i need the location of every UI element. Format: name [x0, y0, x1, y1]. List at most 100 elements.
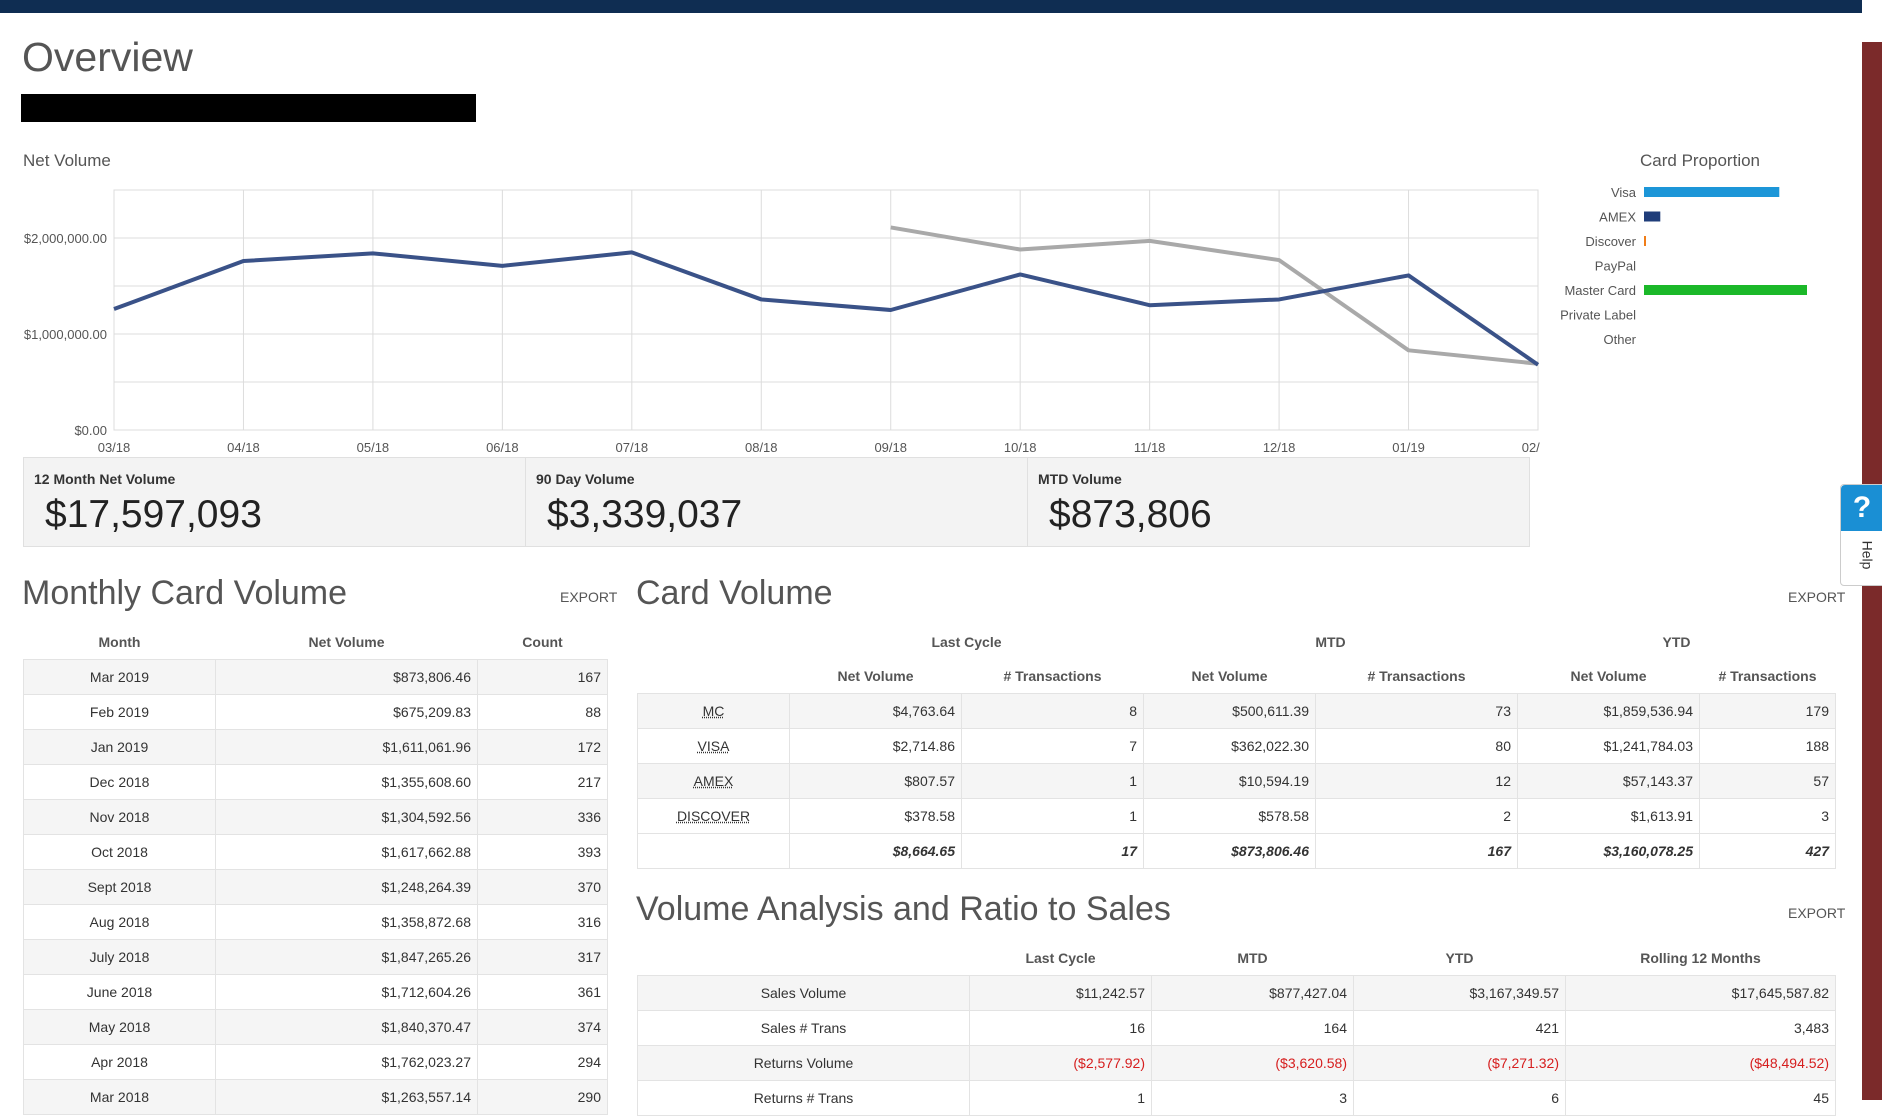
x-tick-label: 12/18 [1263, 440, 1296, 455]
x-tick-label: 07/18 [616, 440, 649, 455]
month-cell: June 2018 [24, 975, 216, 1010]
card-label: Visa [1611, 185, 1637, 200]
metric-label-cell: Sales Volume [638, 976, 970, 1011]
count-cell: 316 [478, 905, 608, 940]
value-cell: $1,241,784.03 [1518, 729, 1700, 764]
net-volume-cell: $1,847,265.26 [216, 940, 478, 975]
month-cell: Feb 2019 [24, 695, 216, 730]
group-header: YTD [1518, 625, 1836, 659]
value-cell: $362,022.30 [1144, 729, 1316, 764]
table-row: Apr 2018 $1,762,023.27 294 [24, 1045, 608, 1080]
value-cell: 179 [1700, 694, 1836, 729]
value-cell: 3,483 [1566, 1011, 1836, 1046]
x-tick-label: 01/19 [1392, 440, 1425, 455]
kpi-label: 90 Day Volume [536, 471, 1027, 487]
volume-analysis-title: Volume Analysis and Ratio to Sales [636, 890, 1171, 929]
card-volume-export-button[interactable]: EXPORT [1788, 589, 1845, 605]
column-header[interactable]: # Transactions [1316, 659, 1518, 694]
count-cell: 290 [478, 1080, 608, 1115]
column-header[interactable]: Last Cycle [970, 941, 1152, 976]
count-cell: 393 [478, 835, 608, 870]
month-cell: Mar 2018 [24, 1080, 216, 1115]
plot-area [114, 190, 1538, 430]
net-volume-chart: 03/18 04/18 05/18 06/18 07/18 08/18 09/18 10/18… [0, 170, 1540, 460]
count-cell: 336 [478, 800, 608, 835]
value-cell: $578.58 [1144, 799, 1316, 834]
net-volume-cell: $1,762,023.27 [216, 1045, 478, 1080]
value-cell: 73 [1316, 694, 1518, 729]
value-cell: $57,143.37 [1518, 764, 1700, 799]
x-tick-label: 10/18 [1004, 440, 1037, 455]
value-cell: $1,859,536.94 [1518, 694, 1700, 729]
value-cell: 188 [1700, 729, 1836, 764]
month-cell: Aug 2018 [24, 905, 216, 940]
card-label: Other [1603, 332, 1636, 347]
value-cell: 2 [1316, 799, 1518, 834]
card-type-cell: DISCOVER [638, 799, 790, 834]
net-volume-cell: $1,617,662.88 [216, 835, 478, 870]
count-cell: 172 [478, 730, 608, 765]
help-label[interactable]: Help [1859, 541, 1875, 570]
help-widget[interactable]: ? Help [1840, 484, 1882, 586]
value-cell: 80 [1316, 729, 1518, 764]
total-cell: $8,664.65 [790, 834, 962, 869]
value-cell: 421 [1354, 1011, 1566, 1046]
count-cell: 167 [478, 660, 608, 695]
month-cell: Jan 2019 [24, 730, 216, 765]
month-cell: May 2018 [24, 1010, 216, 1045]
volume-analysis-export-button[interactable]: EXPORT [1788, 905, 1845, 921]
column-header[interactable]: Net Volume [790, 659, 962, 694]
group-header: Last Cycle [790, 625, 1144, 659]
card-type-label: VISA [698, 738, 730, 754]
x-tick-label: 04/18 [227, 440, 260, 455]
table-row: MC $4,763.64 8 $500,611.39 73 $1,859,536.94 17… [638, 694, 1836, 729]
value-cell: 6 [1354, 1081, 1566, 1116]
value-cell: 164 [1152, 1011, 1354, 1046]
x-tick-label: 06/18 [486, 440, 519, 455]
column-header[interactable]: Net Volume [1144, 659, 1316, 694]
count-cell: 88 [478, 695, 608, 730]
total-cell: 17 [962, 834, 1144, 869]
value-cell: ($3,620.58) [1152, 1046, 1354, 1081]
column-header[interactable]: # Transactions [962, 659, 1144, 694]
column-header[interactable]: MTD [1152, 941, 1354, 976]
net-volume-cell: $1,263,557.14 [216, 1080, 478, 1115]
kpi-value: $873,806 [1049, 493, 1529, 537]
card-label: AMEX [1599, 210, 1636, 225]
column-header[interactable]: Rolling 12 Months [1566, 941, 1836, 976]
month-cell: Oct 2018 [24, 835, 216, 870]
column-header[interactable]: # Transactions [1700, 659, 1836, 694]
kpi-label: 12 Month Net Volume [34, 471, 525, 487]
x-tick-label: 02/19 [1522, 440, 1540, 455]
help-question-icon[interactable]: ? [1841, 485, 1882, 531]
value-cell: 8 [962, 694, 1144, 729]
kpi-12-month: 12 Month Net Volume $17,597,093 [24, 458, 526, 546]
kpi-label: MTD Volume [1038, 471, 1529, 487]
total-cell: $3,160,078.25 [1518, 834, 1700, 869]
value-cell: 3 [1152, 1081, 1354, 1116]
monthly-card-volume-export-button[interactable]: EXPORT [560, 589, 617, 605]
x-tick-label: 11/18 [1134, 440, 1166, 455]
column-header[interactable]: Count [478, 625, 608, 660]
column-header[interactable]: Net Volume [1518, 659, 1700, 694]
net-volume-cell: $1,358,872.68 [216, 905, 478, 940]
total-cell: 167 [1316, 834, 1518, 869]
volume-analysis-table: Last Cycle MTD YTD Rolling 12 Months Sal… [637, 941, 1836, 1116]
card-label: Master Card [1564, 283, 1636, 298]
column-header[interactable]: Month [24, 625, 216, 660]
value-cell: 7 [962, 729, 1144, 764]
table-row: AMEX $807.57 1 $10,594.19 12 $57,143.37 57 [638, 764, 1836, 799]
totals-row: $8,664.65 17 $873,806.46 167 $3,160,078.25 42… [638, 834, 1836, 869]
kpi-mtd: MTD Volume $873,806 [1028, 458, 1529, 546]
column-header[interactable]: YTD [1354, 941, 1566, 976]
month-cell: Mar 2019 [24, 660, 216, 695]
x-tick-label: 08/18 [745, 440, 778, 455]
y-tick-label: $0.00 [74, 423, 107, 438]
card-type-cell: AMEX [638, 764, 790, 799]
kpi-value: $17,597,093 [45, 493, 525, 537]
card-proportion-title: Card Proportion [1640, 151, 1760, 171]
value-cell: ($48,494.52) [1566, 1046, 1836, 1081]
page-title: Overview [22, 34, 193, 81]
column-header[interactable]: Net Volume [216, 625, 478, 660]
table-row: Oct 2018 $1,617,662.88 393 [24, 835, 608, 870]
